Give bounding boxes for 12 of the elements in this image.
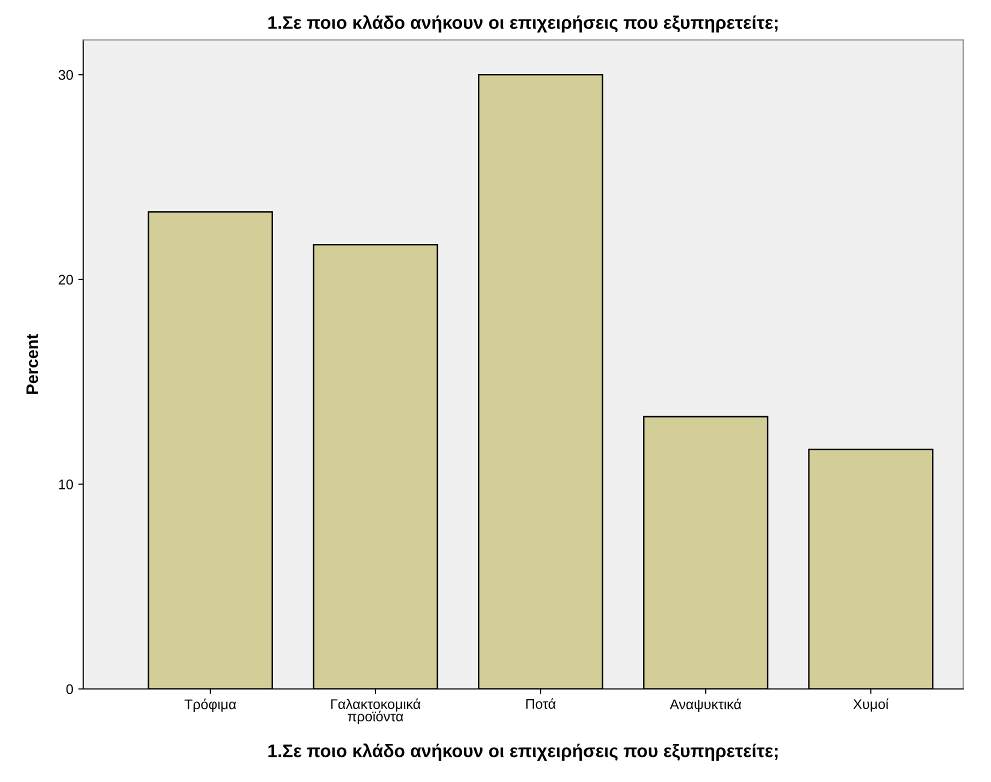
y-axis-title: Percent [26,334,38,394]
x-tick-label: Τρόφιμα [184,698,236,712]
y-tick-label: 10 [59,480,73,490]
x-tick-label: Χυμοί [853,698,888,712]
chart-title: 1.Σε ποιο κλάδο ανήκουν οι επιχειρήσεις που εξυπηρετείτε; [268,15,778,33]
x-tick-label: Γαλακτοκομικά προϊόντα [331,698,420,724]
y-tick-label: 30 [58,70,73,80]
x-tick-label: Αναψυκτικά [670,698,742,712]
x-tick-label: Ποτά [526,698,556,709]
x-axis-title: 1.Σε ποιο κλάδο ανήκουν οι επιχειρήσεις που εξυπηρετείτε; [268,744,778,761]
y-tick-label: 20 [58,274,73,285]
y-tick-label: 0 [66,684,73,694]
